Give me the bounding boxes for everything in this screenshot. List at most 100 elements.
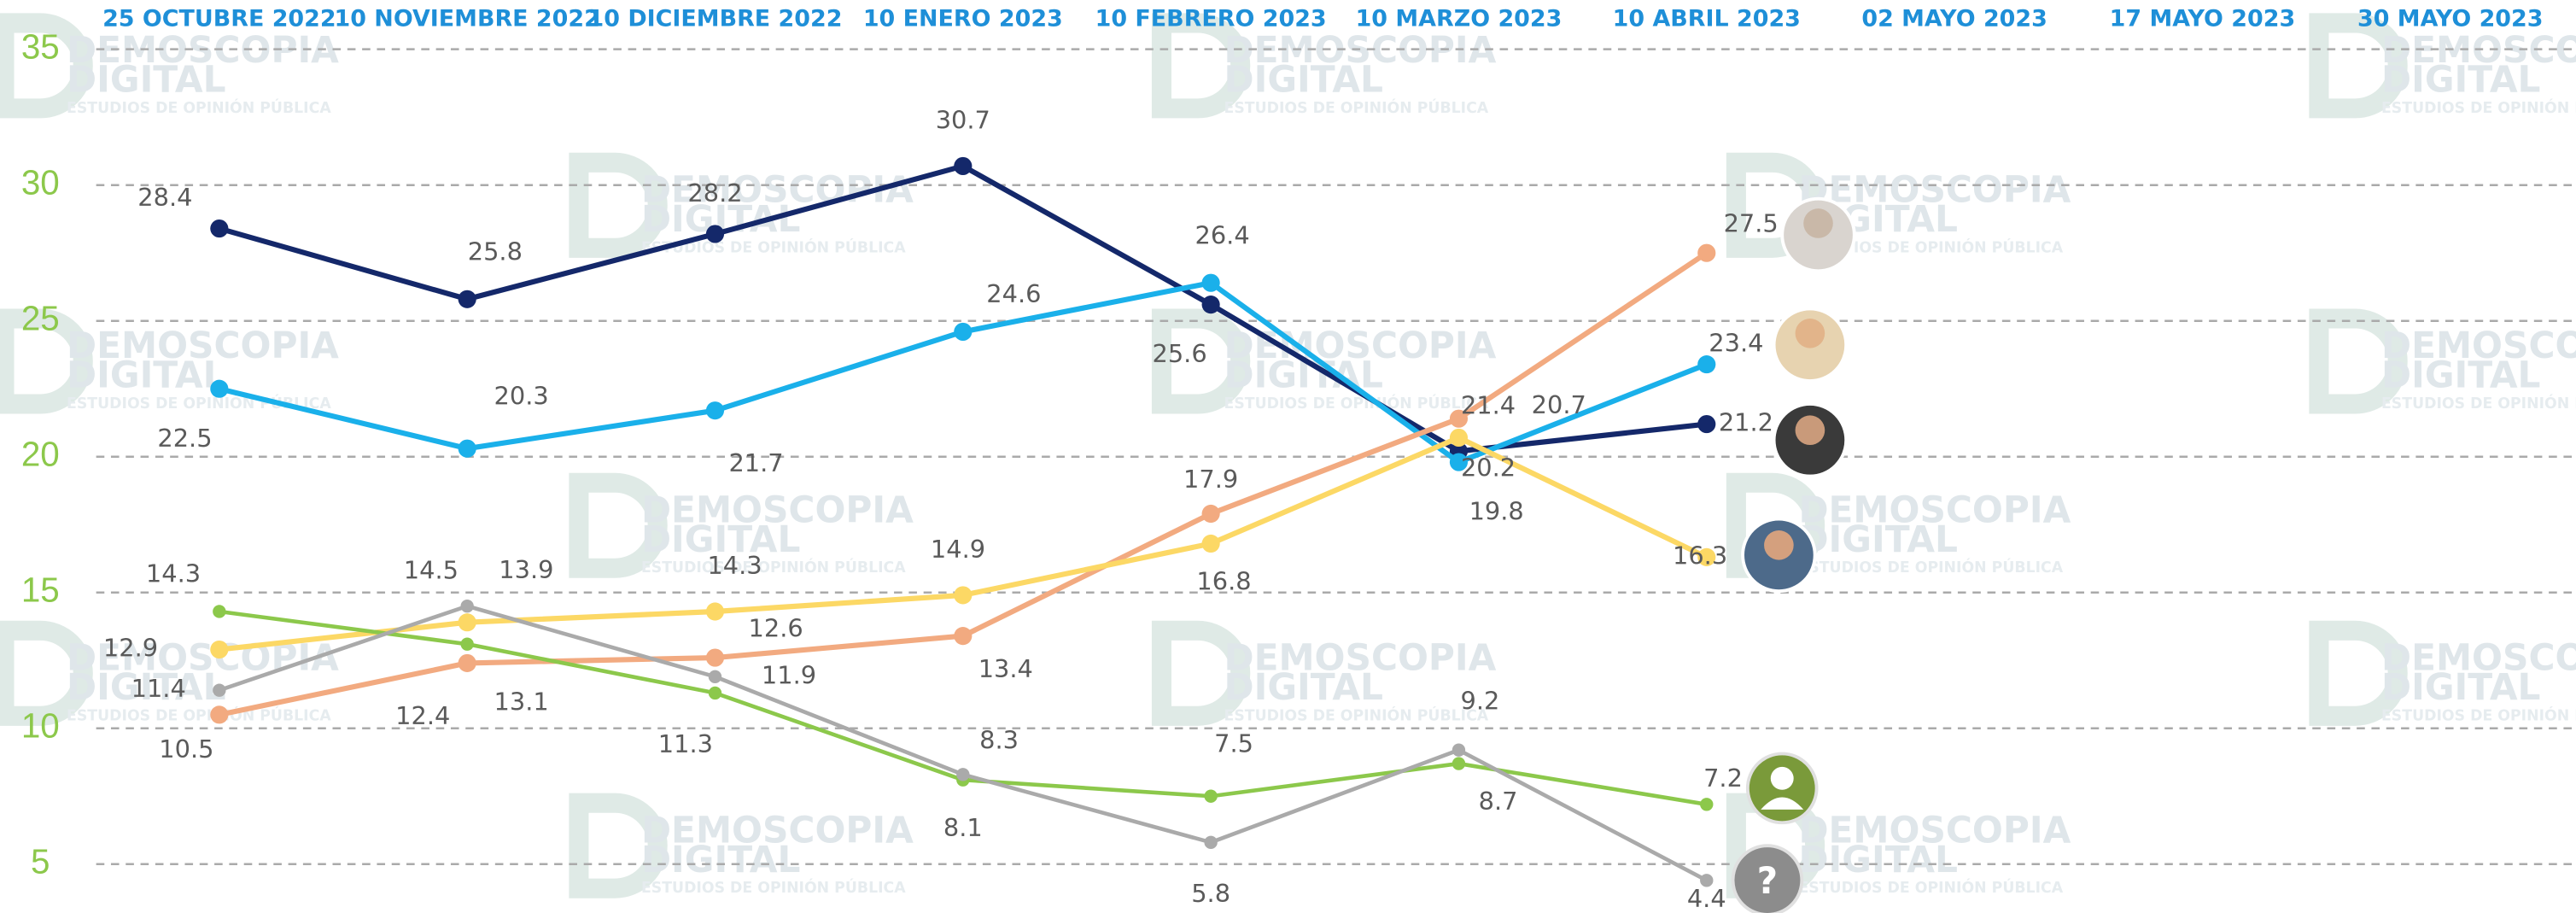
avatar-face: [1803, 208, 1833, 238]
value-label: 12.9: [103, 634, 158, 663]
watermark-tagline: ESTUDIOS DE OPINIÓN PÚBLICA: [67, 394, 331, 413]
value-label: 10.5: [159, 734, 213, 764]
value-label: 14.9: [931, 535, 985, 564]
x-category-label: 10 ABRIL 2023: [1613, 6, 1801, 32]
value-label: 21.7: [728, 448, 783, 477]
value-label: 11.4: [131, 674, 186, 703]
data-point: [1697, 355, 1715, 373]
value-label: 30.7: [936, 106, 990, 135]
data-point: [954, 627, 972, 645]
value-label: 21.4: [1461, 391, 1516, 420]
data-point: [210, 705, 228, 723]
value-label: 13.4: [978, 654, 1033, 683]
data-point: [1202, 535, 1220, 553]
value-label: 20.3: [494, 382, 549, 411]
data-point: [954, 157, 972, 175]
data-point: [1204, 790, 1217, 803]
avatar-face: [1796, 319, 1825, 348]
data-point: [1202, 505, 1220, 523]
value-label: 24.6: [986, 279, 1041, 308]
data-point: [1202, 296, 1220, 313]
series-line: [219, 283, 1707, 462]
value-label: 11.3: [658, 729, 713, 758]
watermark-line2: DIGITAL: [1798, 518, 1958, 560]
data-point: [213, 605, 225, 617]
data-point: [706, 602, 724, 620]
data-point: [459, 440, 476, 458]
data-point: [1202, 274, 1220, 292]
watermark-tagline: ESTUDIOS DE OPINIÓN PÚBLICA: [1798, 878, 2063, 897]
data-point: [210, 219, 228, 237]
value-label: 25.6: [1153, 339, 1207, 368]
value-label: 20.7: [1532, 390, 1586, 419]
avatar-icon-head: [1771, 767, 1794, 790]
value-label: 14.3: [707, 551, 762, 580]
value-label: 11.9: [762, 660, 816, 689]
watermark-line2: DIGITAL: [2381, 354, 2541, 396]
value-label: 9.2: [1461, 686, 1500, 715]
y-tick-label: 30: [21, 162, 60, 202]
data-point: [709, 687, 721, 699]
chart: DEMOSCOPIADIGITALESTUDIOS DE OPINIÓN PÚB…: [0, 0, 2576, 913]
data-point: [1450, 429, 1468, 447]
y-tick-label: 35: [21, 26, 60, 66]
grid: 510152025303525 OCTUBRE 202210 NOVIEMBRE…: [21, 6, 2575, 881]
value-label: 8.3: [979, 725, 1019, 754]
data-point: [1452, 757, 1465, 770]
avatar-face: [1796, 415, 1825, 445]
value-label: 13.1: [494, 687, 549, 716]
value-label: 28.4: [137, 183, 192, 212]
avatar-unknown-label: ?: [1757, 860, 1779, 902]
watermark-line2: DIGITAL: [2381, 59, 2541, 101]
y-tick-label: 20: [21, 434, 60, 473]
x-category-label: 10 ENERO 2023: [863, 6, 1063, 32]
watermark-line2: DIGITAL: [67, 354, 226, 396]
value-label: 7.2: [1703, 764, 1743, 793]
x-category-label: 10 DICIEMBRE 2022: [588, 6, 843, 32]
value-label: 26.4: [1195, 220, 1249, 249]
x-category-label: 30 MAYO 2023: [2357, 6, 2543, 32]
value-label: 12.6: [749, 613, 803, 642]
data-point: [956, 768, 969, 781]
value-label: 25.8: [468, 237, 523, 266]
page: {"chart_data": {"type": "line", "categor…: [0, 0, 2576, 913]
value-label: 19.8: [1469, 497, 1524, 526]
value-label: 14.3: [146, 559, 201, 588]
data-point: [1204, 836, 1217, 849]
watermark-line2: DIGITAL: [1224, 666, 1383, 708]
data-point: [1700, 798, 1713, 811]
watermark-tagline: ESTUDIOS DE OPINIÓN PÚBLICA: [67, 98, 331, 117]
x-category-label: 10 FEBRERO 2023: [1095, 6, 1327, 32]
data-point: [1697, 244, 1715, 262]
watermark-line2: DIGITAL: [1224, 59, 1383, 101]
value-label: 27.5: [1724, 209, 1779, 238]
value-label: 23.4: [1709, 329, 1763, 358]
data-point: [459, 613, 476, 631]
data-point: [460, 637, 473, 650]
data-point: [1697, 415, 1715, 433]
y-tick-label: 25: [21, 298, 60, 337]
x-category-label: 25 OCTUBRE 2022: [102, 6, 336, 32]
watermark-tagline: ESTUDIOS DE OPINIÓN PÚBLICA: [1798, 558, 2063, 576]
x-category-label: 17 MAYO 2023: [2110, 6, 2295, 32]
data-point: [210, 641, 228, 658]
value-label: 8.1: [943, 813, 983, 842]
watermark-tagline: ESTUDIOS DE OPINIÓN PÚBLICA: [67, 705, 331, 724]
data-point: [706, 401, 724, 419]
watermark-tagline: ESTUDIOS DE OPINIÓN PÚBLICA: [1224, 705, 1489, 724]
value-label: 28.2: [687, 179, 742, 208]
value-label: 21.2: [1719, 408, 1773, 437]
watermark-line2: DIGITAL: [2381, 666, 2541, 708]
value-label: 12.4: [395, 701, 450, 730]
x-category-label: 10 MARZO 2023: [1356, 6, 1563, 32]
data-point: [954, 586, 972, 604]
y-tick-label: 15: [21, 570, 60, 609]
value-label: 4.4: [1687, 884, 1726, 913]
watermark-tagline: ESTUDIOS DE OPINIÓN PÚBLICA: [1224, 98, 1489, 117]
data-point: [709, 670, 721, 683]
watermark-line2: DIGITAL: [641, 839, 801, 881]
avatar-face: [1764, 530, 1794, 560]
data-point: [459, 654, 476, 672]
watermark-tagline: ESTUDIOS DE OPINIÓN PÚBLICA: [641, 558, 906, 576]
